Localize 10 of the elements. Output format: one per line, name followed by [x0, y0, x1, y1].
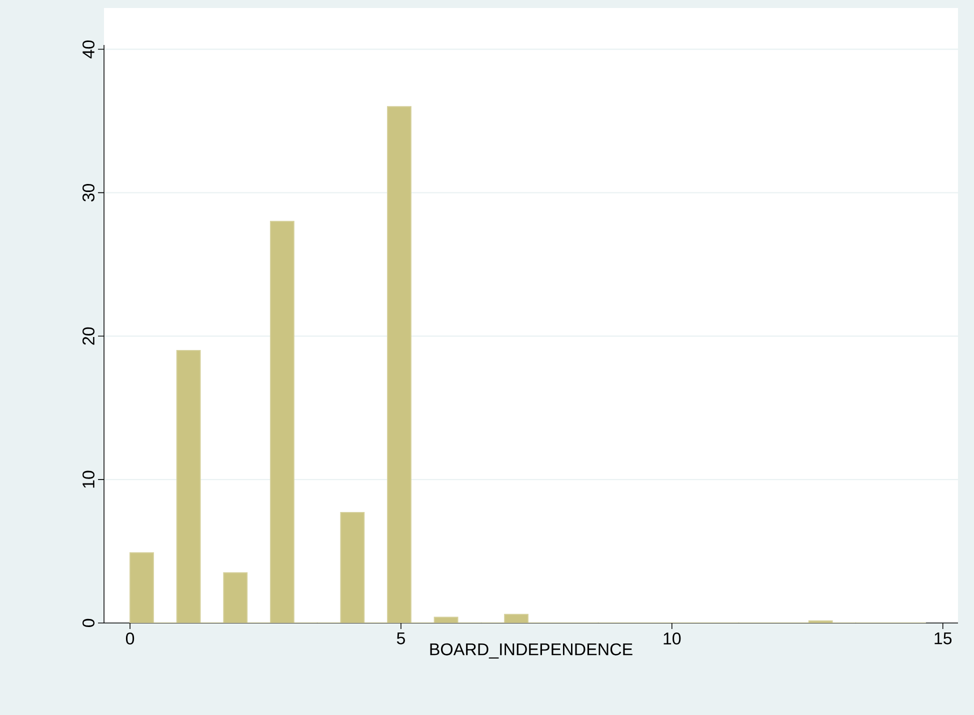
y-tick-label: 40: [82, 40, 94, 58]
x-axis-title: BOARD_INDEPENDENCE: [430, 643, 632, 659]
x-tick-label: 5: [396, 632, 405, 644]
y-tick-label: 0: [82, 618, 94, 628]
x-tick-label: 10: [664, 632, 681, 645]
x-tick-label: 15: [934, 632, 952, 644]
x-tick-label: 0: [126, 632, 134, 645]
y-tick-label: 20: [82, 327, 94, 345]
y-tick-label: 30: [82, 184, 94, 202]
y-tick-label: 10: [82, 470, 94, 488]
